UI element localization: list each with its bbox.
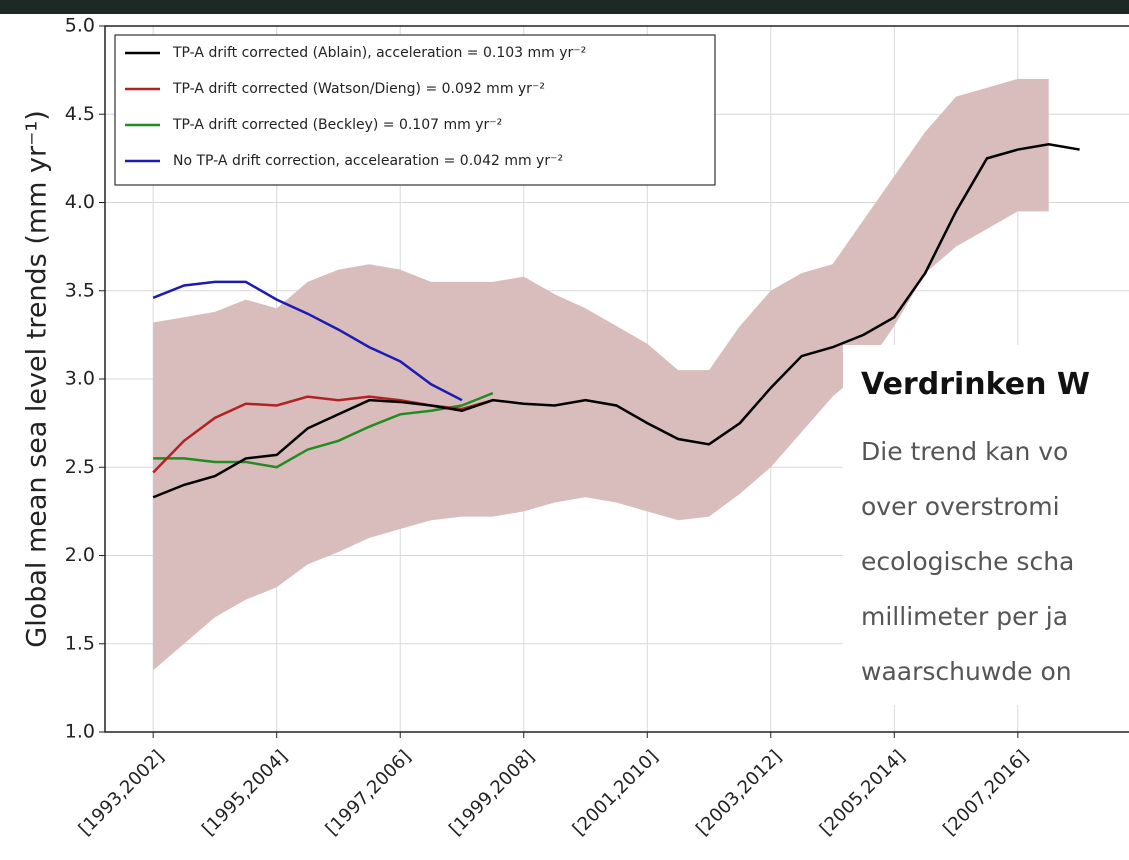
article-overlay: Verdrinken W Die trend kan vo over overs… <box>843 345 1129 705</box>
axis-frame <box>104 25 1129 733</box>
y-tick-label: 1.5 <box>65 632 95 654</box>
series-line <box>152 280 463 402</box>
series-line <box>152 142 1080 499</box>
legend-box <box>114 34 716 186</box>
legend-label: TP-A drift corrected (Beckley) = 0.107 m… <box>172 117 502 133</box>
legend-label: TP-A drift corrected (Watson/Dieng) = 0.… <box>172 81 545 97</box>
y-tick-label: 3.0 <box>65 368 95 390</box>
legend-label: No TP-A drift correction, accelearation … <box>173 153 563 169</box>
article-line: Die trend kan vo <box>861 437 1069 466</box>
article-line: over overstromi <box>861 492 1060 521</box>
y-tick-label: 4.0 <box>65 191 95 213</box>
article-line: waarschuwde on <box>861 657 1072 686</box>
uncertainty-band <box>153 78 1049 671</box>
y-tick-label: 1.0 <box>65 721 95 743</box>
y-tick-label: 2.5 <box>65 456 95 478</box>
y-tick-label: 5.0 <box>65 15 95 37</box>
y-axis-label: Global mean sea level trends (mm yr⁻¹) <box>22 110 53 647</box>
y-tick-label: 2.0 <box>65 544 95 566</box>
series-line <box>153 391 494 469</box>
y-tick-label: 4.5 <box>65 103 95 125</box>
legend-label: TP-A drift corrected (Ablain), accelerat… <box>172 45 586 61</box>
legend: TP-A drift corrected (Ablain), accelerat… <box>114 34 716 186</box>
article-line: ecologische scha <box>861 547 1075 576</box>
article-line: millimeter per ja <box>861 602 1069 631</box>
article-title: Verdrinken W <box>861 367 1091 402</box>
y-tick-label: 3.5 <box>65 279 95 301</box>
